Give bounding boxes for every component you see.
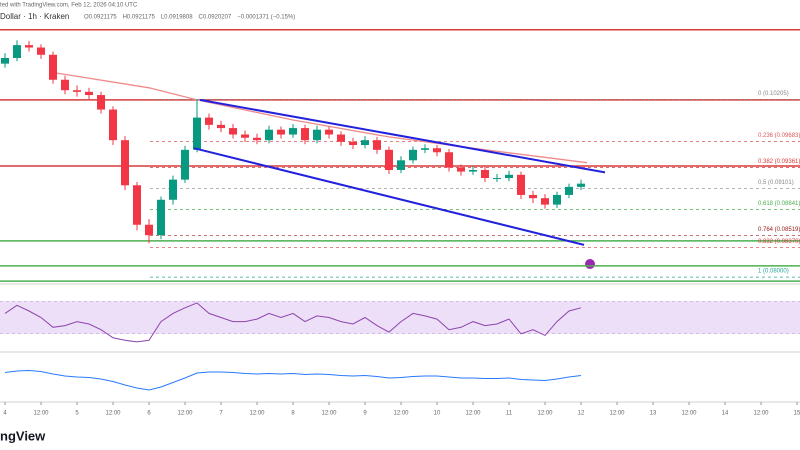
candle-body [277, 129, 286, 135]
rsi-line [4, 302, 582, 343]
candle-body [73, 90, 82, 92]
x-tick-label: 5 [75, 411, 79, 417]
candle-body [481, 169, 490, 179]
candle-body [265, 129, 274, 141]
x-tick-label: 13 [650, 411, 657, 417]
candle-body [85, 91, 94, 96]
candle-body [229, 128, 238, 135]
candle-body [133, 185, 142, 225]
fib-label: 0.236 (0.09683) [758, 133, 800, 139]
candle-body [109, 109, 118, 141]
x-tick-label: 10 [434, 411, 441, 417]
x-tick-label: 12:00 [681, 411, 697, 417]
symbol: Dollar · 1h · Kraken [0, 12, 69, 21]
x-tick-label: 12:00 [105, 411, 121, 417]
candle-body [1, 58, 10, 64]
ohlc-value: H0.0921175 [123, 15, 156, 21]
candle-body [157, 199, 166, 236]
fib-label: 0 (0.10205) [758, 91, 789, 97]
candle-body [349, 141, 358, 145]
candle-body [253, 137, 262, 141]
candle-body [409, 149, 418, 161]
logo: ngView [0, 428, 46, 443]
rsi-band [0, 301, 800, 334]
candle-body [49, 54, 58, 80]
candle-body [193, 117, 202, 150]
x-tick-label: 9 [363, 411, 367, 417]
ohlc-value: O0.0921175 [84, 15, 117, 21]
candle-body [361, 140, 370, 145]
channel-line [199, 98, 606, 174]
candle-body [169, 179, 178, 200]
candle-body [61, 79, 70, 91]
candle-body [517, 174, 526, 195]
x-tick-label: 4 [3, 411, 7, 417]
ohlc-value: L0.0919808 [161, 15, 193, 21]
event-icon[interactable] [585, 259, 595, 269]
channel-line [193, 147, 585, 246]
x-tick-label: 8 [291, 411, 295, 417]
x-tick-label: 12:00 [33, 411, 49, 417]
ohlc-value: −0.0001371 (−0.15%) [237, 15, 295, 21]
candle-body [289, 128, 298, 135]
moving-average [52, 71, 588, 164]
candle-body [25, 45, 34, 48]
fib-label: 0.382 (0.09361) [758, 159, 800, 165]
x-tick-label: 12:00 [465, 411, 481, 417]
fib-label: 1 (0.08000) [758, 269, 789, 275]
fib-label: 0.832 (0.08370) [758, 239, 800, 245]
candle-body [505, 174, 513, 179]
macd-line [4, 369, 582, 391]
candle-body [145, 224, 154, 236]
x-tick-label: 12 [578, 411, 585, 417]
candle-body [181, 149, 190, 180]
x-tick-label: 6 [147, 411, 151, 417]
candle-body [493, 178, 502, 180]
candle-body [433, 148, 442, 153]
candle-body [241, 134, 250, 138]
candle-body [325, 129, 334, 135]
x-tick-label: 12:00 [177, 411, 193, 417]
candle-body [217, 124, 226, 129]
candle-body [529, 194, 538, 199]
fib-label: 0.5 (0.09101) [758, 180, 794, 186]
x-tick-label: 12:00 [393, 411, 409, 417]
candle-body [121, 140, 130, 186]
candle-body [97, 95, 106, 110]
candle-body [37, 47, 46, 55]
x-tick-label: 12:00 [537, 411, 553, 417]
fib-label: 0.618 (0.08841) [758, 201, 800, 207]
x-tick-label: 7 [219, 411, 223, 417]
x-tick-label: 12:00 [753, 411, 769, 417]
candle-body [337, 134, 346, 142]
ohlc-value: C0.0920207 [199, 15, 232, 21]
candle-body [445, 152, 454, 168]
candle-body [205, 117, 214, 125]
x-tick-label: 14 [722, 411, 729, 417]
candle-body [553, 194, 561, 205]
candle-body [421, 148, 430, 150]
x-tick-label: 12:00 [321, 411, 337, 417]
x-tick-label: 12:00 [249, 411, 265, 417]
x-tick-label: 15 [794, 411, 800, 417]
candle-body [313, 129, 322, 141]
candle-body [397, 160, 406, 170]
candle-body [577, 183, 585, 187]
candle-body [373, 140, 382, 150]
x-tick-label: 11 [506, 411, 513, 417]
candle-body [565, 186, 573, 195]
candle-body [301, 128, 310, 141]
publish-note: ted with TradingView.com, Feb 12, 2026 0… [0, 3, 138, 9]
candle-body [469, 169, 478, 172]
fib-label: 0.764 (0.08519) [758, 227, 800, 233]
candle-body [457, 167, 466, 172]
candle-body [385, 149, 394, 170]
x-tick-label: 12:00 [609, 411, 625, 417]
candle-body [13, 45, 22, 58]
candle-body [541, 198, 550, 205]
